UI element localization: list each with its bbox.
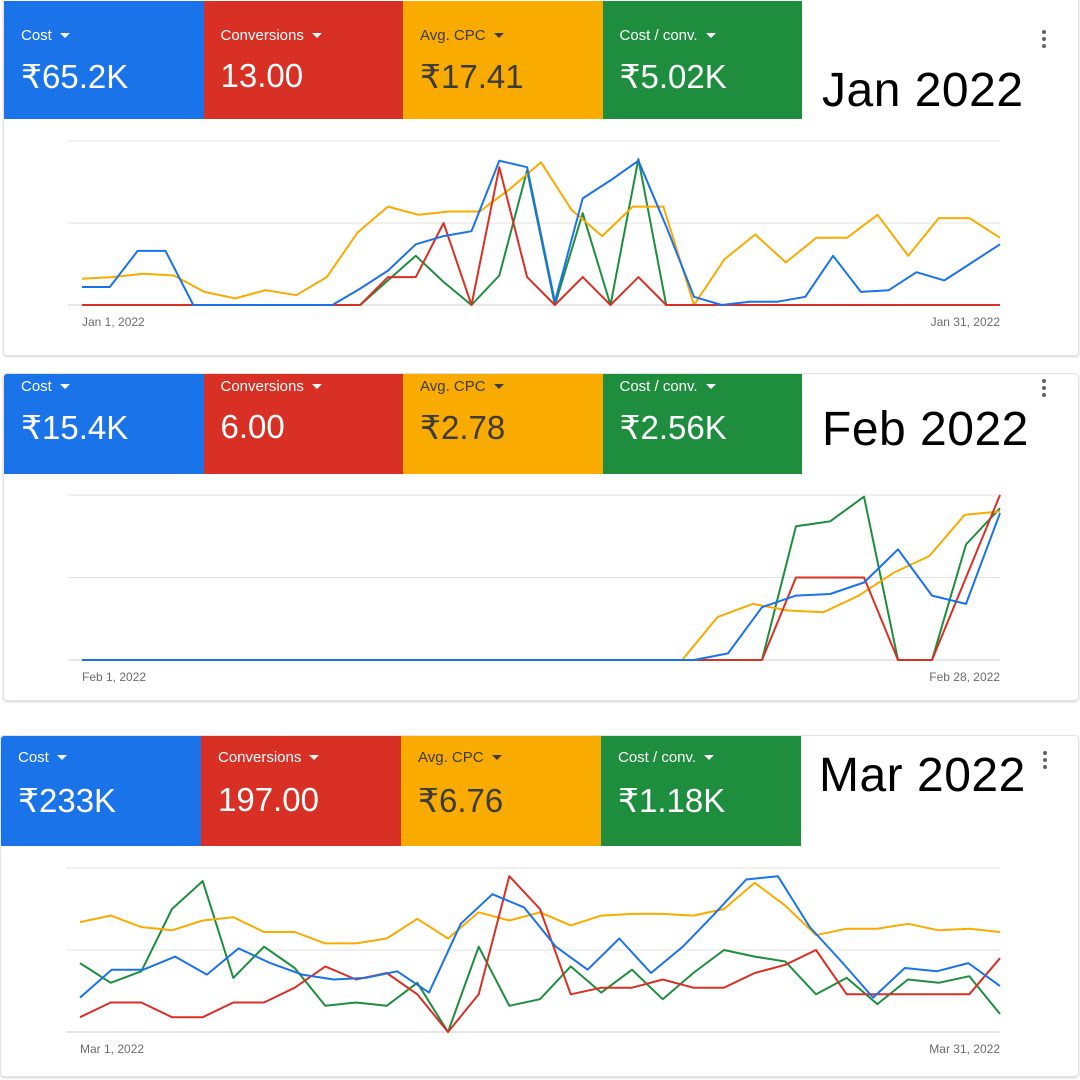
conversions-tile[interactable]: Conversions 6.00	[203, 374, 403, 474]
cost-value: ₹65.2K	[21, 58, 129, 95]
line-chart: Feb 1, 2022 Feb 28, 2022	[68, 494, 1001, 684]
avg-cpc-metric-selector[interactable]: Avg. CPC	[418, 749, 502, 766]
dropdown-caret-icon	[493, 384, 504, 389]
cost-label: Cost	[21, 27, 52, 44]
series-line	[79, 881, 1001, 945]
cost-per-conv-metric-selector[interactable]: Cost / conv.	[620, 378, 716, 395]
dropdown-caret-icon	[705, 33, 716, 38]
x-axis-end-label: Feb 28, 2022	[929, 670, 1000, 684]
x-axis-start-label: Feb 1, 2022	[82, 670, 146, 684]
conversions-tile[interactable]: Conversions 13.00	[203, 1, 403, 119]
avg-cpc-label: Avg. CPC	[420, 378, 486, 395]
cost-metric-selector[interactable]: Cost	[21, 378, 70, 395]
metric-tiles: Cost ₹65.2K Conversions 13.00 Avg. CPC ₹…	[4, 1, 802, 119]
cost-per-conv-tile[interactable]: Cost / conv. ₹2.56K	[602, 374, 802, 474]
conversions-tile[interactable]: Conversions 197.00	[201, 736, 401, 846]
conversions-value: 13.00	[220, 57, 304, 94]
dropdown-caret-icon	[56, 755, 67, 760]
x-axis-start-label: Mar 1, 2022	[80, 1042, 144, 1056]
cost-per-conv-metric-selector[interactable]: Cost / conv.	[618, 749, 715, 766]
cost-metric-selector[interactable]: Cost	[18, 749, 67, 766]
dropdown-caret-icon	[311, 384, 322, 389]
conversions-value: 197.00	[218, 781, 319, 818]
conversions-metric-selector[interactable]: Conversions	[221, 27, 322, 44]
series-line	[82, 510, 1001, 661]
cost-per-conv-label: Cost / conv.	[619, 378, 698, 395]
cost-per-conv-label: Cost / conv.	[618, 749, 697, 766]
x-axis-end-label: Jan 31, 2022	[931, 315, 1001, 329]
line-chart: Jan 1, 2022 Jan 31, 2022	[68, 140, 1001, 329]
conversions-label: Conversions	[220, 378, 304, 395]
avg-cpc-metric-selector[interactable]: Avg. CPC	[420, 27, 504, 44]
cost-per-conv-tile[interactable]: Cost / conv. ₹1.18K	[601, 736, 801, 846]
series-line	[79, 880, 1001, 1033]
cost-tile[interactable]: Cost ₹65.2K	[4, 1, 204, 119]
avg-cpc-value: ₹6.76	[418, 782, 504, 819]
report-card-mar: Cost ₹233K Conversions 197.00 Avg. CPC ₹…	[0, 735, 1079, 1077]
cost-per-conv-value: ₹1.18K	[618, 782, 726, 819]
avg-cpc-tile[interactable]: Avg. CPC ₹2.78	[403, 374, 603, 474]
cost-label: Cost	[21, 378, 52, 395]
report-card-feb: Cost ₹15.4K Conversions 6.00 Avg. CPC ₹2…	[3, 373, 1079, 701]
dropdown-caret-icon	[491, 755, 502, 760]
cost-tile[interactable]: Cost ₹15.4K	[4, 374, 204, 474]
more-options-icon[interactable]	[1038, 749, 1052, 771]
more-options-icon[interactable]	[1037, 28, 1051, 50]
conversions-metric-selector[interactable]: Conversions	[218, 749, 320, 766]
metric-tiles: Cost ₹233K Conversions 197.00 Avg. CPC ₹…	[1, 736, 801, 846]
report-card-jan: Cost ₹65.2K Conversions 13.00 Avg. CPC ₹…	[3, 0, 1079, 356]
cost-per-conv-value: ₹5.02K	[619, 58, 727, 95]
series-line	[81, 161, 1001, 306]
conversions-metric-selector[interactable]: Conversions	[221, 378, 322, 395]
dropdown-caret-icon	[705, 384, 716, 389]
cost-per-conv-value: ₹2.56K	[619, 409, 727, 446]
cost-label: Cost	[18, 749, 49, 766]
dropdown-caret-icon	[704, 755, 715, 760]
avg-cpc-tile[interactable]: Avg. CPC ₹17.41	[403, 1, 603, 119]
series-line	[79, 875, 1001, 999]
series-line	[82, 512, 1001, 661]
avg-cpc-tile[interactable]: Avg. CPC ₹6.76	[401, 736, 601, 846]
avg-cpc-label: Avg. CPC	[418, 749, 484, 766]
cost-per-conv-metric-selector[interactable]: Cost / conv.	[620, 27, 716, 44]
dropdown-caret-icon	[493, 33, 504, 38]
more-options-icon[interactable]	[1037, 377, 1051, 399]
conversions-label: Conversions	[218, 749, 302, 766]
dropdown-caret-icon	[309, 755, 320, 760]
cost-value: ₹233K	[18, 782, 117, 819]
conversions-label: Conversions	[220, 27, 304, 44]
cost-metric-selector[interactable]: Cost	[21, 27, 70, 44]
avg-cpc-value: ₹2.78	[420, 409, 506, 446]
dropdown-caret-icon	[59, 384, 70, 389]
cost-tile[interactable]: Cost ₹233K	[1, 736, 201, 846]
line-chart: Mar 1, 2022 Mar 31, 2022	[66, 867, 1001, 1056]
month-label: Jan 2022	[822, 64, 1024, 117]
dropdown-caret-icon	[59, 33, 70, 38]
series-line	[79, 875, 1001, 1033]
x-axis-start-label: Jan 1, 2022	[82, 315, 145, 329]
avg-cpc-value: ₹17.41	[420, 58, 524, 95]
series-line	[82, 159, 1001, 306]
month-label: Mar 2022	[819, 749, 1026, 802]
avg-cpc-label: Avg. CPC	[420, 27, 486, 44]
conversions-value: 6.00	[220, 408, 285, 445]
metric-tiles: Cost ₹15.4K Conversions 6.00 Avg. CPC ₹2…	[4, 374, 802, 474]
x-axis-end-label: Mar 31, 2022	[929, 1042, 1000, 1056]
month-label: Feb 2022	[822, 403, 1029, 456]
cost-per-conv-label: Cost / conv.	[619, 27, 698, 44]
dropdown-caret-icon	[311, 33, 322, 38]
cost-per-conv-tile[interactable]: Cost / conv. ₹5.02K	[602, 1, 802, 119]
avg-cpc-metric-selector[interactable]: Avg. CPC	[420, 378, 504, 395]
cost-value: ₹15.4K	[21, 409, 129, 446]
